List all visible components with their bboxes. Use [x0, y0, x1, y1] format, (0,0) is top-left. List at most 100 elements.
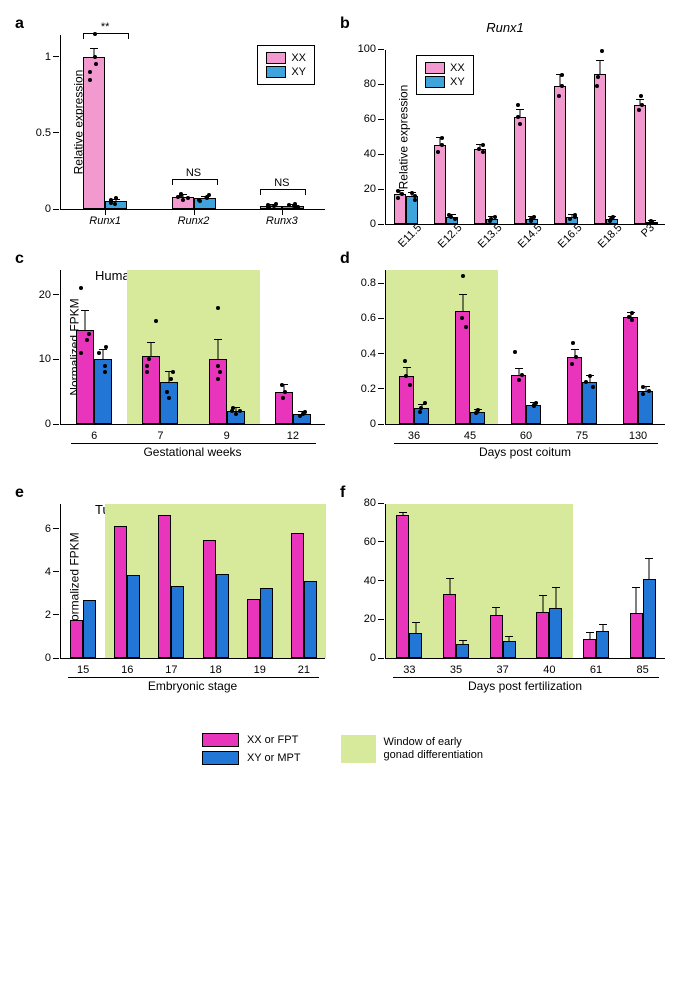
data-dot — [109, 198, 113, 202]
y-tick-label: 100 — [358, 43, 386, 55]
x-tick-mark — [194, 210, 195, 215]
error-bar — [555, 588, 556, 607]
data-dot — [396, 196, 400, 200]
data-dot — [418, 410, 422, 414]
legend-label-xx: XX — [450, 62, 465, 74]
bars-container — [386, 504, 665, 658]
x-tick-label: 85 — [637, 664, 649, 676]
xx-bar — [114, 526, 127, 658]
panel-c-chart: Human Normalized FPKM 0102067912 Gestati… — [20, 270, 325, 459]
bottom-swatch-xy — [202, 751, 239, 765]
data-dot — [517, 378, 521, 382]
xx-bar — [247, 599, 260, 658]
x-tick-label: 60 — [520, 430, 532, 442]
data-dot — [560, 84, 564, 88]
y-tick-label: 0.8 — [361, 277, 386, 289]
x-tick-label: 21 — [298, 664, 310, 676]
legend-swatch-xx — [425, 62, 445, 74]
x-tick-label: 45 — [464, 430, 476, 442]
sig-bracket — [83, 33, 129, 39]
error-bar — [462, 641, 463, 645]
y-tick-label: 20 — [364, 613, 386, 625]
x-axis-line — [393, 677, 659, 678]
x-tick-label: 12 — [287, 430, 299, 442]
panel-d-plot: Relative expression 00.20.40.60.83645607… — [385, 270, 665, 425]
data-dot — [274, 202, 278, 206]
data-dot — [574, 355, 578, 359]
data-dot — [513, 350, 517, 354]
data-dot — [167, 396, 171, 400]
data-dot — [584, 380, 588, 384]
panel-f: f Rainbow trout Relative expression 0204… — [345, 489, 665, 693]
x-tick-label: 15 — [77, 664, 89, 676]
xx-bar — [83, 57, 105, 209]
bars-container — [61, 504, 325, 658]
error-cap — [636, 99, 644, 100]
panel-f-xlabel: Days post fertilization — [385, 679, 665, 693]
x-tick-label: E14.5 — [516, 222, 545, 251]
data-dot — [413, 198, 417, 202]
data-dot — [197, 198, 201, 202]
x-tick-label: E16.5 — [556, 222, 585, 251]
error-cap — [403, 367, 411, 368]
data-dot — [534, 401, 538, 405]
panel-f-label: f — [340, 484, 345, 502]
xy-bar — [83, 600, 96, 658]
data-dot — [216, 364, 220, 368]
xx-bar — [70, 620, 83, 658]
panel-d-xlabel: Days post coitum — [385, 445, 665, 459]
y-tick-label: 10 — [39, 353, 61, 365]
xx-bar — [158, 515, 171, 658]
error-cap — [586, 632, 594, 633]
xx-bar — [474, 149, 486, 224]
data-dot — [436, 150, 440, 154]
panel-e-chart: Turtle Normalized FPKM 0246151617181921 … — [20, 504, 325, 693]
data-dot — [571, 341, 575, 345]
legend-item-xy: XY — [266, 66, 306, 78]
data-dot — [216, 377, 220, 381]
data-dot — [520, 373, 524, 377]
error-cap — [596, 60, 604, 61]
panel-b-plot: Relative expression XX XY 020406080100E1… — [385, 50, 665, 225]
data-dot — [600, 49, 604, 53]
xy-bar — [216, 574, 229, 658]
xx-bar — [291, 533, 304, 658]
data-dot — [287, 203, 291, 207]
data-dot — [461, 274, 465, 278]
x-tick-label: 6 — [91, 430, 97, 442]
panel-b-title: Runx1 — [345, 20, 665, 35]
error-cap — [539, 595, 547, 596]
y-tick-label: 0.6 — [361, 312, 386, 324]
data-dot — [640, 103, 644, 107]
error-cap — [99, 349, 107, 350]
error-bar — [462, 295, 463, 311]
x-tick-label: 35 — [450, 664, 462, 676]
xy-bar — [409, 633, 422, 658]
data-dot — [476, 408, 480, 412]
panel-f-plot: Relative expression 02040608033353740618… — [385, 504, 665, 659]
data-dot — [103, 370, 107, 374]
data-dot — [145, 370, 149, 374]
data-dot — [186, 196, 190, 200]
xy-bar — [160, 382, 178, 424]
sig-bracket — [260, 189, 306, 195]
bottom-legend-series: XX or FPT XY or MPT — [202, 733, 301, 765]
xy-bar — [503, 641, 516, 658]
error-bar — [602, 625, 603, 631]
error-cap — [459, 640, 467, 641]
error-bar — [509, 637, 510, 641]
data-dot — [266, 203, 270, 207]
xx-bar — [567, 357, 582, 424]
y-tick-label: 80 — [364, 497, 386, 509]
bars-container — [386, 270, 665, 424]
data-dot — [560, 73, 564, 77]
data-dot — [568, 217, 572, 221]
data-dot — [404, 374, 408, 378]
x-tick-label: 9 — [224, 430, 230, 442]
x-tick-label: 18 — [209, 664, 221, 676]
data-dot — [79, 351, 83, 355]
x-tick-label: 33 — [403, 664, 415, 676]
error-cap — [505, 636, 513, 637]
figure-grid: a Relative expression XX XY 00.51**NSNSR… — [20, 20, 654, 765]
data-dot — [630, 318, 634, 322]
